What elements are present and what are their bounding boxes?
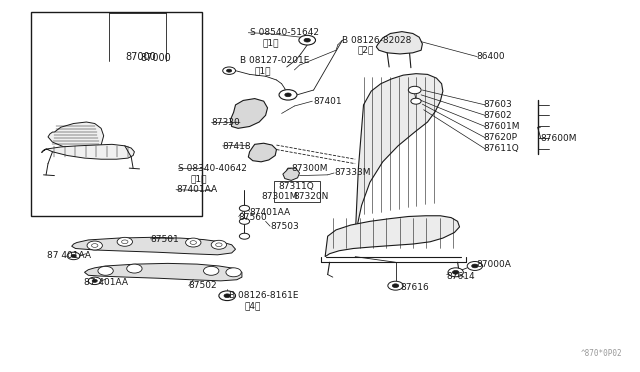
Circle shape	[92, 244, 98, 247]
Text: 87320N: 87320N	[293, 192, 328, 201]
Circle shape	[239, 233, 250, 239]
Text: 87603: 87603	[483, 100, 512, 109]
Text: ^870*0P02: ^870*0P02	[580, 349, 622, 358]
Text: （1）: （1）	[191, 174, 207, 183]
Circle shape	[87, 241, 102, 250]
Circle shape	[285, 93, 291, 97]
Circle shape	[227, 69, 232, 72]
Text: （1）: （1）	[262, 38, 279, 47]
Circle shape	[304, 38, 310, 42]
Circle shape	[226, 268, 241, 277]
Circle shape	[408, 86, 421, 94]
Text: 87401: 87401	[314, 97, 342, 106]
Circle shape	[448, 268, 463, 277]
Circle shape	[127, 264, 142, 273]
Text: 87311Q: 87311Q	[278, 182, 314, 190]
Circle shape	[239, 205, 250, 211]
Text: （1）: （1）	[255, 66, 271, 75]
Text: S 08540-51642: S 08540-51642	[250, 28, 319, 37]
Text: （2）: （2）	[357, 46, 374, 55]
Circle shape	[392, 284, 399, 288]
Text: 87333M: 87333M	[334, 169, 371, 177]
Polygon shape	[376, 32, 422, 54]
Text: 87 401AA: 87 401AA	[47, 251, 91, 260]
Circle shape	[239, 218, 250, 224]
Circle shape	[216, 243, 222, 247]
Text: B 08127-0201E: B 08127-0201E	[240, 56, 309, 65]
Text: 87401AA: 87401AA	[176, 185, 217, 194]
Text: 87614: 87614	[447, 272, 476, 280]
Circle shape	[71, 254, 76, 257]
Bar	[274, 181, 320, 202]
Text: 87601M: 87601M	[483, 122, 520, 131]
Circle shape	[299, 35, 316, 45]
Circle shape	[467, 262, 483, 270]
Polygon shape	[42, 144, 134, 159]
Text: S 08340-40642: S 08340-40642	[178, 164, 247, 173]
Text: （4）: （4）	[244, 301, 261, 310]
Polygon shape	[48, 122, 104, 150]
Text: 87401AA: 87401AA	[250, 208, 291, 217]
Text: 87 401AA: 87 401AA	[84, 278, 129, 287]
Circle shape	[223, 67, 236, 74]
Text: 87620P: 87620P	[483, 133, 517, 142]
Text: 87560: 87560	[239, 213, 268, 222]
Circle shape	[204, 266, 219, 275]
Circle shape	[211, 240, 227, 249]
Circle shape	[388, 281, 403, 290]
Text: B 08126-8161E: B 08126-8161E	[229, 291, 299, 300]
Circle shape	[117, 237, 132, 246]
Text: 87000: 87000	[141, 53, 172, 62]
Text: 87616: 87616	[400, 283, 429, 292]
Polygon shape	[283, 168, 300, 180]
Polygon shape	[72, 237, 236, 255]
Circle shape	[279, 90, 297, 100]
Circle shape	[411, 98, 421, 104]
Circle shape	[452, 270, 459, 274]
Circle shape	[67, 252, 80, 260]
Circle shape	[219, 291, 236, 301]
Text: 87300M: 87300M	[291, 164, 328, 173]
Circle shape	[98, 266, 113, 275]
Text: 86400: 86400	[477, 52, 506, 61]
Polygon shape	[355, 74, 443, 237]
Text: 87611Q: 87611Q	[483, 144, 519, 153]
Circle shape	[186, 238, 201, 247]
Circle shape	[472, 264, 478, 268]
Text: 87418: 87418	[223, 142, 252, 151]
Text: 87602: 87602	[483, 111, 512, 120]
Text: 87501: 87501	[150, 235, 179, 244]
Text: 87502: 87502	[189, 281, 218, 290]
Polygon shape	[230, 99, 268, 128]
Polygon shape	[325, 216, 460, 257]
Polygon shape	[248, 143, 276, 162]
Text: 87301M: 87301M	[261, 192, 298, 201]
Circle shape	[92, 279, 97, 282]
Polygon shape	[84, 263, 242, 281]
Text: B 08126-82028: B 08126-82028	[342, 36, 412, 45]
Text: 87000A: 87000A	[477, 260, 511, 269]
Circle shape	[122, 240, 128, 244]
Circle shape	[224, 294, 230, 298]
Text: 87000: 87000	[125, 52, 156, 61]
Text: 87330: 87330	[211, 118, 240, 126]
Bar	[31, 12, 202, 216]
Circle shape	[190, 241, 196, 244]
Circle shape	[88, 277, 101, 285]
Text: 87600M: 87600M	[541, 134, 577, 143]
Text: 87503: 87503	[270, 222, 299, 231]
